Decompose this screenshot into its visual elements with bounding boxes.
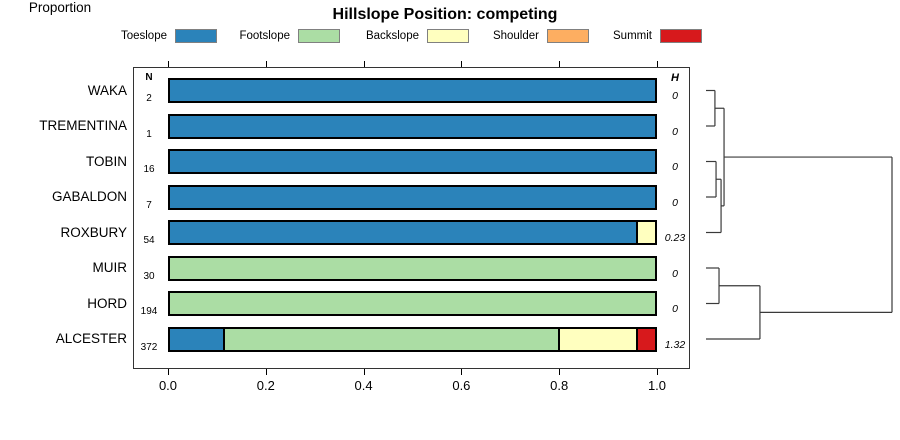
- legend-swatch-summit: [660, 29, 702, 43]
- h-value: 1.32: [664, 338, 686, 351]
- n-value: 1: [146, 128, 152, 140]
- n-column-header: N: [145, 72, 153, 83]
- category-label-gabaldon: GABALDON: [51, 189, 127, 204]
- stacked-bar-tobin: [168, 149, 657, 174]
- stacked-bar-alcester: [168, 326, 657, 352]
- h-value: 0: [672, 161, 678, 173]
- legend-swatch-footslope: [298, 29, 340, 43]
- bar-segment-summit: [635, 328, 655, 350]
- bar-segment-footslope: [223, 328, 558, 350]
- stacked-bar-trementina: [168, 113, 657, 139]
- bar-segment-footslope: [170, 257, 655, 279]
- bar-segment-backslope: [635, 222, 655, 243]
- legend-label-footslope: Footslope: [239, 30, 290, 42]
- x-axis-tick-label: 0.8: [550, 378, 569, 393]
- bar-segment-footslope: [170, 293, 655, 314]
- legend-label-shoulder: Shoulder: [492, 30, 539, 42]
- category-label-roxbury: ROXBURY: [60, 224, 127, 240]
- n-value: 54: [143, 235, 155, 246]
- dendrogram-svg: [706, 89, 893, 340]
- category-label-tobin: TOBIN: [85, 153, 127, 169]
- n-value: 30: [143, 270, 155, 282]
- legend-label-toeslope: Toeslope: [120, 30, 167, 42]
- h-value: 0: [672, 267, 678, 280]
- legend-swatch-backslope: [427, 29, 469, 43]
- dendrogram: [700, 60, 900, 380]
- chart-title: Hillslope Position: competing: [332, 6, 558, 23]
- bar-segment-backslope: [557, 328, 636, 350]
- stacked-bar-roxbury: [168, 220, 657, 245]
- h-column-header: H: [671, 72, 679, 84]
- x-axis-tick-top: [265, 61, 267, 67]
- x-axis-tick-top: [168, 61, 169, 67]
- category-label-waka: WAKA: [87, 82, 127, 98]
- category-label-muir: MUIR: [92, 260, 128, 275]
- n-value: 194: [140, 306, 158, 317]
- plot-area: N H WAKA 2 0 TREMENTINA 1 0 TOBIN 16 0 GABALDON 7 0 RO…: [0, 0, 900, 393]
- n-value: 2: [146, 93, 152, 104]
- h-value: 0: [672, 303, 678, 315]
- category-label-hord: HORD: [87, 295, 127, 311]
- n-value: 7: [146, 199, 152, 211]
- x-axis-tick-bottom: [461, 369, 463, 375]
- stacked-bar-waka: [168, 78, 657, 103]
- legend-label-summit: Summit: [613, 30, 652, 42]
- x-axis-tick-label: 0.0: [158, 378, 178, 393]
- stacked-bar-gabaldon: [168, 184, 657, 210]
- n-value: 16: [143, 164, 155, 175]
- plot-area-border: [133, 67, 690, 369]
- h-value: 0: [672, 196, 678, 209]
- x-axis-tick-top: [363, 61, 365, 67]
- x-axis-tick-top: [559, 61, 561, 67]
- x-axis-tick-bottom: [559, 369, 561, 375]
- x-axis-tick-label: 1.0: [647, 378, 667, 393]
- x-axis-tick-bottom: [265, 369, 267, 375]
- bar-segment-toeslope: [170, 222, 636, 243]
- x-axis-tick-label: 0.6: [452, 378, 471, 393]
- x-axis-tick-label: 0.4: [354, 378, 373, 393]
- x-axis-tick-bottom: [168, 369, 169, 375]
- category-label-alcester: ALCESTER: [55, 331, 127, 346]
- x-axis-tick-top: [657, 61, 658, 67]
- h-value: 0: [672, 90, 678, 102]
- x-axis-tick-top: [461, 61, 463, 67]
- category-label-trementina: TREMENTINA: [39, 118, 127, 133]
- bar-segment-toeslope: [170, 151, 655, 172]
- legend-label-backslope: Backslope: [365, 30, 419, 42]
- x-axis-title: Proportion: [28, 0, 92, 15]
- legend-swatch-shoulder: [547, 29, 589, 43]
- bar-segment-toeslope: [170, 186, 655, 208]
- h-value: 0.23: [664, 232, 686, 244]
- bar-segment-toeslope: [170, 80, 655, 101]
- bar-segment-toeslope: [170, 115, 655, 137]
- h-value: 0: [672, 125, 678, 138]
- legend-swatch-toeslope: [175, 29, 217, 43]
- x-axis-tick-bottom: [363, 369, 365, 375]
- stacked-bar-muir: [168, 255, 657, 281]
- x-axis-tick-bottom: [657, 369, 658, 375]
- n-value: 372: [140, 341, 158, 353]
- x-axis-tick-label: 0.2: [256, 378, 275, 393]
- stacked-bar-hord: [168, 291, 657, 316]
- bar-segment-toeslope: [170, 328, 224, 350]
